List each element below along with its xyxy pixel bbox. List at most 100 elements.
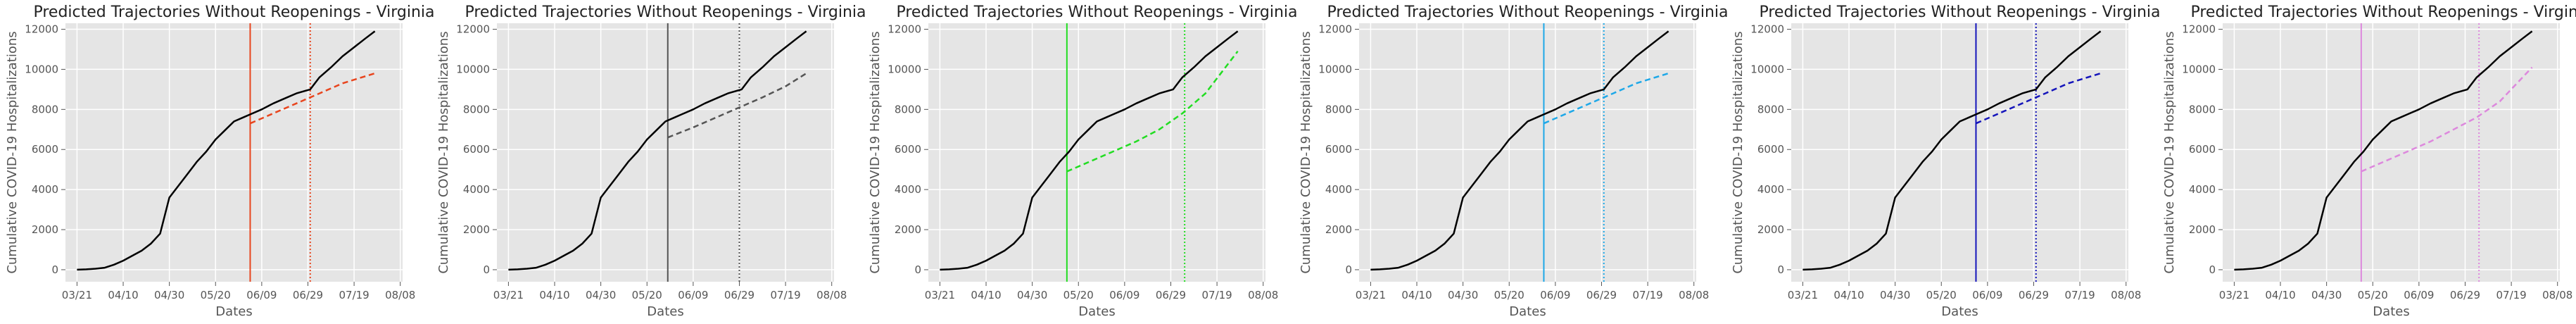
x-tick-label: 06/29 bbox=[2019, 289, 2049, 301]
y-tick-label: 8000 bbox=[895, 103, 921, 116]
x-tick-label: 03/21 bbox=[1356, 289, 1386, 301]
x-tick-label: 06/09 bbox=[1109, 289, 1139, 301]
y-tick-label: 0 bbox=[483, 263, 490, 276]
x-tick-label: 07/19 bbox=[770, 289, 800, 301]
x-tick-label: 04/30 bbox=[1880, 289, 1910, 301]
chart-panel-6: 0 2000 4000 6000 8000 10000 12000 03/21 04/10 04/… bbox=[2162, 4, 2576, 319]
x-tick-label: 05/20 bbox=[632, 289, 662, 301]
y-axis-label: Cumulative COVID-19 Hospitalizations bbox=[436, 31, 451, 273]
y-tick-label: 6000 bbox=[2189, 143, 2216, 156]
x-tick-label: 07/19 bbox=[1632, 289, 1662, 301]
x-tick-label: 04/30 bbox=[2311, 289, 2342, 301]
x-tick-label: 06/09 bbox=[1540, 289, 1570, 301]
x-tick-label: 06/29 bbox=[724, 289, 755, 301]
x-axis-label: Dates bbox=[1509, 304, 1546, 319]
x-tick-label: 05/20 bbox=[1063, 289, 1094, 301]
x-tick-label: 06/29 bbox=[1586, 289, 1617, 301]
x-tick-label: 04/10 bbox=[971, 289, 1001, 301]
y-tick-label: 6000 bbox=[32, 143, 58, 156]
y-tick-label: 8000 bbox=[463, 103, 490, 116]
y-axis-label: Cumulative COVID-19 Hospitalizations bbox=[2162, 31, 2177, 273]
observed-series-line bbox=[77, 30, 376, 271]
chart-title: Predicted Trajectories Without Reopening… bbox=[896, 4, 1297, 21]
y-tick-label: 2000 bbox=[2189, 223, 2216, 236]
x-axis-label: Dates bbox=[2373, 304, 2409, 319]
y-tick-label: 0 bbox=[1777, 263, 1784, 276]
x-tick-label: 05/20 bbox=[2358, 289, 2388, 301]
x-axis-label: Dates bbox=[1941, 304, 1978, 319]
x-axis-label: Dates bbox=[1078, 304, 1115, 319]
y-axis-label: Cumulative COVID-19 Hospitalizations bbox=[868, 31, 883, 273]
y-tick-label: 12000 bbox=[888, 23, 921, 36]
chart-panel-4: 0 2000 4000 6000 8000 10000 12000 03/21 04/10 04/… bbox=[1299, 4, 1729, 319]
plot-area bbox=[1791, 23, 2128, 282]
y-axis-label: Cumulative COVID-19 Hospitalizations bbox=[5, 31, 20, 273]
plot-area bbox=[2223, 23, 2560, 282]
y-tick-label: 4000 bbox=[2189, 183, 2216, 196]
y-tick-label: 10000 bbox=[456, 63, 490, 75]
y-tick-label: 10000 bbox=[888, 63, 921, 75]
x-tick-label: 05/20 bbox=[1494, 289, 1524, 301]
chart-panel-1: 0 2000 4000 6000 8000 10000 12000 03/21 04/10 04/… bbox=[5, 4, 435, 319]
x-tick-label: 06/29 bbox=[2450, 289, 2480, 301]
predicted-series-line bbox=[2361, 66, 2533, 173]
chart-panel-3: 0 2000 4000 6000 8000 10000 12000 03/21 04/10 04/… bbox=[868, 4, 1298, 319]
y-tick-label: 12000 bbox=[1318, 23, 1352, 36]
x-tick-label: 06/09 bbox=[678, 289, 708, 301]
x-tick-label: 08/08 bbox=[816, 289, 847, 301]
y-tick-label: 8000 bbox=[1325, 103, 1352, 116]
x-tick-label: 05/20 bbox=[1926, 289, 1957, 301]
chart-panel-2: 0 2000 4000 6000 8000 10000 12000 03/21 04/10 04/… bbox=[436, 4, 866, 319]
predicted-series-line bbox=[667, 73, 807, 139]
y-tick-label: 0 bbox=[51, 263, 58, 276]
predicted-series-line bbox=[1976, 72, 2101, 125]
y-tick-label: 10000 bbox=[2182, 63, 2216, 75]
y-tick-label: 12000 bbox=[25, 23, 58, 36]
chart-title: Predicted Trajectories Without Reopening… bbox=[1327, 4, 1728, 21]
x-tick-label: 04/30 bbox=[586, 289, 616, 301]
x-tick-label: 06/09 bbox=[1972, 289, 2002, 301]
y-tick-label: 6000 bbox=[895, 143, 921, 156]
x-tick-label: 06/09 bbox=[2404, 289, 2434, 301]
x-tick-label: 04/10 bbox=[539, 289, 569, 301]
observed-series-line bbox=[508, 30, 807, 271]
y-tick-label: 8000 bbox=[2189, 103, 2216, 116]
y-tick-label: 8000 bbox=[1757, 103, 1784, 116]
x-tick-label: 07/19 bbox=[2496, 289, 2526, 301]
y-tick-label: 2000 bbox=[895, 223, 921, 236]
x-tick-label: 04/10 bbox=[1401, 289, 1432, 301]
x-tick-label: 04/10 bbox=[108, 289, 138, 301]
x-axis-label: Dates bbox=[647, 304, 683, 319]
chart-title: Predicted Trajectories Without Reopening… bbox=[2190, 4, 2576, 21]
observed-series-line bbox=[1802, 30, 2102, 271]
plot-area bbox=[497, 23, 834, 282]
y-tick-label: 2000 bbox=[32, 223, 58, 236]
y-tick-label: 4000 bbox=[32, 183, 58, 196]
predicted-series-line bbox=[250, 72, 375, 125]
y-tick-label: 4000 bbox=[1757, 183, 1784, 196]
x-tick-label: 03/21 bbox=[2219, 289, 2249, 301]
y-axis-label: Cumulative COVID-19 Hospitalizations bbox=[1299, 31, 1313, 273]
y-tick-label: 4000 bbox=[1325, 183, 1352, 196]
observed-series-line bbox=[1370, 30, 1669, 271]
y-tick-label: 2000 bbox=[463, 223, 490, 236]
x-tick-label: 08/08 bbox=[2111, 289, 2141, 301]
observed-series-line bbox=[940, 30, 1239, 271]
y-tick-label: 12000 bbox=[456, 23, 490, 36]
y-tick-label: 0 bbox=[1345, 263, 1352, 276]
x-tick-label: 03/21 bbox=[925, 289, 955, 301]
x-tick-label: 08/08 bbox=[2542, 289, 2572, 301]
x-tick-label: 04/30 bbox=[1017, 289, 1047, 301]
y-tick-label: 6000 bbox=[1325, 143, 1352, 156]
x-tick-label: 04/30 bbox=[1448, 289, 1478, 301]
x-tick-label: 04/10 bbox=[1833, 289, 1864, 301]
x-tick-label: 06/29 bbox=[293, 289, 323, 301]
plot-area bbox=[65, 23, 403, 282]
x-tick-label: 07/19 bbox=[1201, 289, 1232, 301]
x-tick-label: 07/19 bbox=[339, 289, 369, 301]
chart-panel-5: 0 2000 4000 6000 8000 10000 12000 03/21 04/10 04/… bbox=[1731, 4, 2161, 319]
y-tick-label: 10000 bbox=[1318, 63, 1352, 75]
x-tick-label: 04/10 bbox=[2265, 289, 2295, 301]
chart-title: Predicted Trajectories Without Reopening… bbox=[1759, 4, 2160, 21]
